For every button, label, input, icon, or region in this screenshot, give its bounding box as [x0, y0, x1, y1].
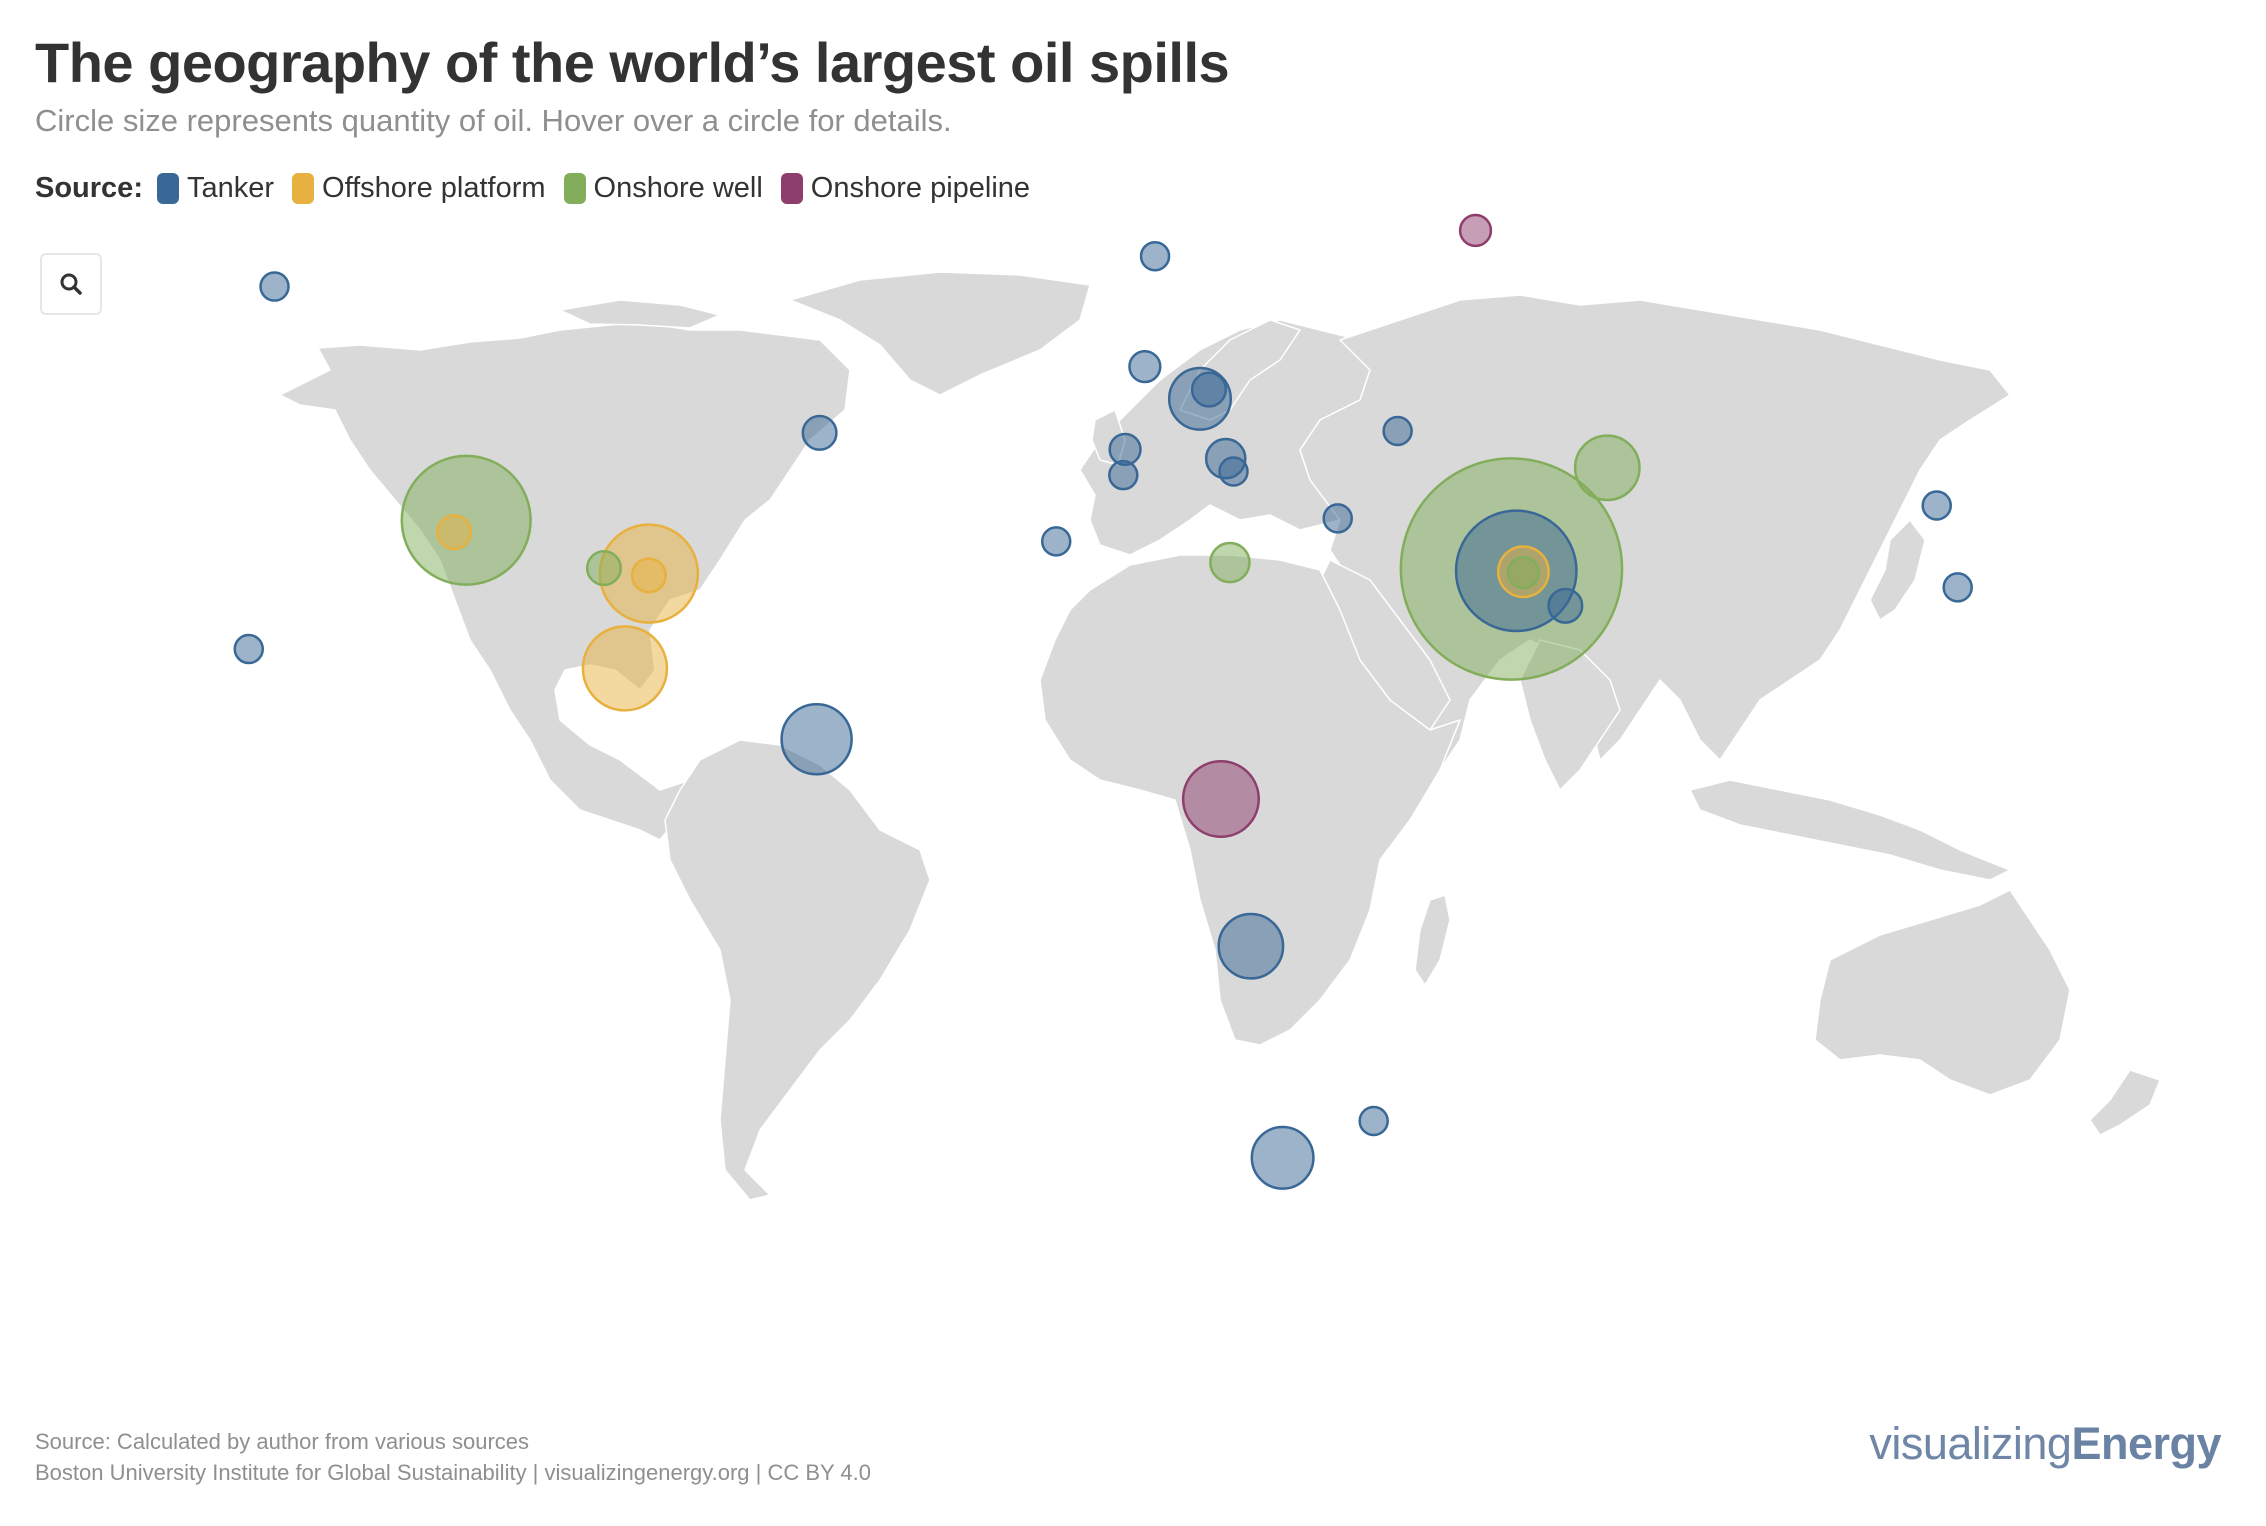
legend-swatch-tanker — [156, 173, 179, 204]
spill-marker-offshore-platform[interactable] — [630, 557, 667, 594]
spill-marker-onshore-well[interactable] — [1573, 434, 1641, 502]
spill-marker-tanker[interactable] — [780, 702, 853, 776]
credit-note: Boston University Institute for Global S… — [35, 1460, 872, 1485]
search-icon — [60, 273, 82, 295]
legend-item-onshore-pipeline[interactable]: Onshore pipeline — [780, 172, 1031, 205]
spill-marker-tanker[interactable] — [259, 271, 290, 302]
legend-title: Source: — [35, 172, 143, 204]
spill-marker-onshore-pipeline[interactable] — [1458, 213, 1493, 248]
land-japan — [1869, 519, 1926, 621]
spill-marker-tanker[interactable] — [1139, 240, 1171, 272]
spill-marker-onshore-well[interactable] — [1209, 541, 1251, 584]
chart-title: The geography of the world’s largest oil… — [35, 31, 1230, 94]
legend-label-offshore-platform: Offshore platform — [322, 172, 546, 204]
chart-subtitle: Circle size represents quantity of oil. … — [35, 103, 952, 138]
footer: Source: Calculated by author from variou… — [35, 1426, 871, 1488]
spill-marker-tanker[interactable] — [1322, 503, 1353, 534]
land-arctic-islands — [559, 299, 721, 329]
legend-label-tanker: Tanker — [186, 172, 275, 204]
legend-swatch-onshore-pipeline — [780, 173, 803, 204]
visualizing-energy-logo[interactable]: visualizingEnergy — [1869, 1418, 2221, 1470]
logo-bold-text: Energy — [2071, 1418, 2221, 1469]
spill-marker-offshore-platform[interactable] — [436, 514, 473, 551]
land-south-america — [664, 739, 931, 1201]
spill-marker-tanker[interactable] — [1040, 526, 1072, 557]
legend-swatch-onshore-well — [563, 173, 586, 204]
spill-layer — [233, 213, 1973, 1190]
spill-marker-tanker[interactable] — [801, 414, 838, 451]
legend: Source: Tanker Offshore platform Onshore… — [35, 172, 1048, 205]
land-greenland — [789, 271, 1091, 396]
land-australia — [1814, 889, 2071, 1096]
land-southeast-asia-islands — [1689, 779, 2011, 881]
legend-label-onshore-well: Onshore well — [593, 172, 763, 204]
zoom-button[interactable] — [40, 253, 102, 315]
spill-marker-onshore-pipeline[interactable] — [1181, 759, 1260, 839]
spill-marker-tanker[interactable] — [1250, 1125, 1315, 1190]
land-india — [1519, 639, 1621, 791]
legend-item-tanker[interactable]: Tanker — [156, 172, 275, 205]
spill-marker-tanker[interactable] — [1190, 371, 1228, 408]
spill-marker-tanker[interactable] — [1358, 1105, 1389, 1137]
source-note: Source: Calculated by author from variou… — [35, 1429, 530, 1454]
spill-marker-onshore-well[interactable] — [585, 550, 623, 587]
logo-light-text: visualizing — [1869, 1418, 2072, 1469]
legend-label-onshore-pipeline: Onshore pipeline — [810, 172, 1031, 204]
spill-marker-tanker[interactable] — [1547, 587, 1584, 624]
legend-item-onshore-well[interactable]: Onshore well — [563, 172, 763, 205]
legend-item-offshore-platform[interactable]: Offshore platform — [292, 172, 546, 205]
land-madagascar — [1414, 894, 1451, 986]
land-new-zealand — [2089, 1069, 2161, 1136]
spill-marker-tanker[interactable] — [1128, 349, 1162, 384]
spill-marker-tanker[interactable] — [233, 633, 265, 665]
spill-marker-offshore-platform[interactable] — [581, 625, 669, 712]
spill-marker-tanker[interactable] — [1921, 490, 1952, 521]
legend-swatch-offshore-platform — [292, 173, 315, 204]
spill-marker-tanker[interactable] — [1382, 415, 1413, 447]
spill-marker-tanker[interactable] — [1218, 456, 1249, 487]
spill-marker-tanker[interactable] — [1108, 459, 1139, 491]
spill-marker-onshore-well[interactable] — [1506, 556, 1541, 590]
spill-marker-tanker[interactable] — [1217, 912, 1285, 980]
spill-marker-tanker[interactable] — [1942, 572, 1973, 603]
